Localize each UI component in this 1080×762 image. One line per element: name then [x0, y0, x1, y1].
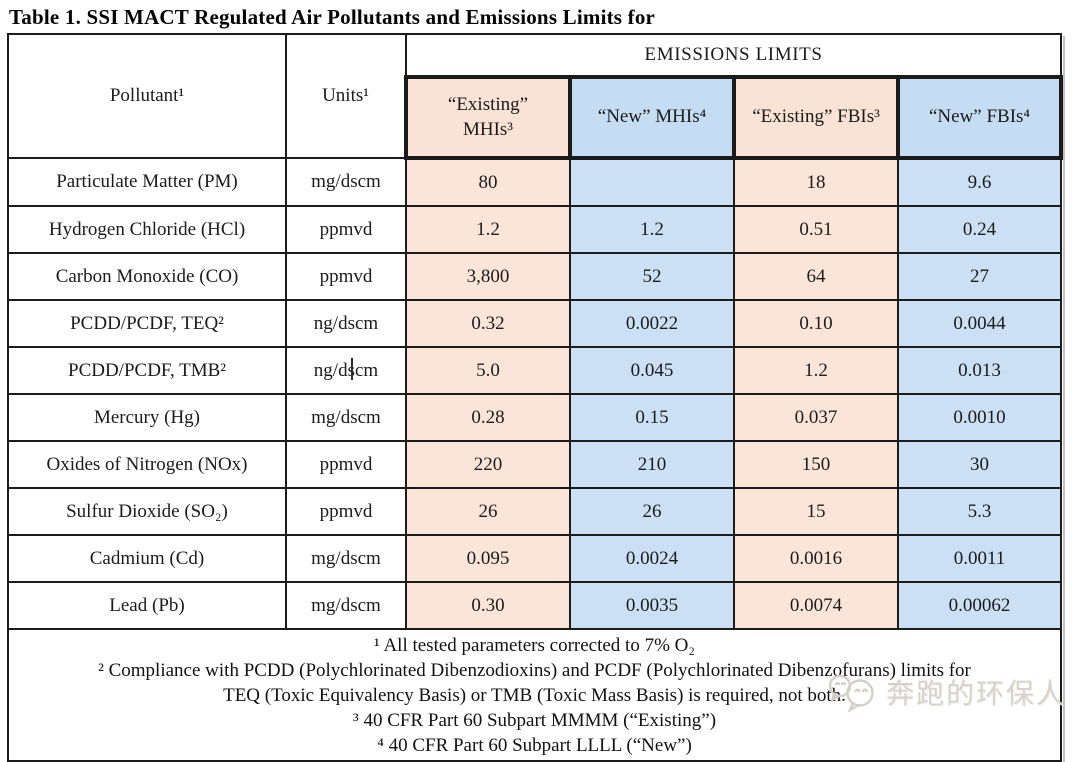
- cell-units: ng/dscm: [285, 346, 407, 395]
- cell-pollutant: Cadmium (Cd): [7, 534, 287, 583]
- cell-existing-mhi: 1.2: [405, 205, 571, 254]
- cell-units: ppmvd: [285, 252, 407, 301]
- cell-existing-mhi: 26: [405, 487, 571, 536]
- cell-new-fbi: 0.0011: [896, 534, 1063, 583]
- cell-existing-mhi: 0.28: [405, 393, 571, 442]
- cell-new-mhi: 1.2: [569, 205, 735, 254]
- cell-existing-fbi: 0.037: [733, 393, 899, 442]
- cell-existing-mhi: 0.32: [405, 299, 571, 348]
- header-existing-mhis: “Existing” MHIs³: [404, 75, 572, 160]
- table-title: Table 1. SSI MACT Regulated Air Pollutan…: [9, 5, 656, 29]
- table-body: Particulate Matter (PM) mg/dscm 80 18 9.6 Hyd…: [7, 157, 1063, 630]
- footnote-4: ⁴ 40 CFR Part 60 Subpart LLLL (“New”): [377, 734, 692, 756]
- cell-new-fbi: 5.3: [896, 487, 1063, 536]
- cell-pollutant: Lead (Pb): [7, 581, 287, 630]
- table-row: Particulate Matter (PM) mg/dscm 80 18 9.6: [7, 157, 1063, 207]
- table-row: PCDD/PCDF, TMB² ng/dscm 5.0 0.045 1.2 0.013: [7, 346, 1063, 395]
- header-units: Units¹: [285, 33, 407, 159]
- cell-pollutant: PCDD/PCDF, TEQ²: [7, 299, 287, 348]
- table-header: Pollutant¹ Units¹ EMISSIONS LIMITS “Exis…: [7, 33, 1064, 160]
- cell-new-fbi: 0.00062: [896, 581, 1063, 630]
- table-row: Lead (Pb) mg/dscm 0.30 0.0035 0.0074 0.00062: [7, 581, 1063, 630]
- cell-new-fbi: 30: [896, 440, 1063, 489]
- cell-new-fbi: 0.0044: [896, 299, 1063, 348]
- cell-existing-fbi: 18: [733, 157, 899, 207]
- header-existing-fbis: “Existing” FBIs³: [732, 75, 900, 160]
- cell-new-fbi: 0.013: [896, 346, 1063, 395]
- cell-existing-mhi: 80: [405, 157, 571, 207]
- header-pollutant: Pollutant¹: [7, 33, 287, 159]
- watermark-text: 奔跑的环保人: [885, 679, 1066, 710]
- cell-units: mg/dscm: [285, 581, 407, 630]
- cell-new-fbi: 27: [896, 252, 1063, 301]
- watermark: 奔跑的环保人: [827, 670, 1066, 714]
- cell-existing-fbi: 0.51: [733, 205, 899, 254]
- cell-new-mhi: 0.045: [569, 346, 735, 395]
- cell-new-mhi: [569, 157, 735, 207]
- table-row: Mercury (Hg) mg/dscm 0.28 0.15 0.037 0.0010: [7, 393, 1063, 442]
- cell-existing-fbi: 1.2: [733, 346, 899, 395]
- cell-new-mhi: 0.0035: [569, 581, 735, 630]
- cell-units: mg/dscm: [285, 157, 407, 207]
- cell-existing-fbi: 0.10: [733, 299, 899, 348]
- cell-pollutant: Sulfur Dioxide (SO₂): [7, 487, 287, 536]
- cell-units: ng/dscm: [285, 299, 407, 348]
- cell-new-mhi: 26: [569, 487, 735, 536]
- cell-pollutant: Oxides of Nitrogen (NOx): [7, 440, 287, 489]
- header-new-fbis: “New” FBIs⁴: [895, 75, 1064, 160]
- cell-new-fbi: 0.0010: [896, 393, 1063, 442]
- cell-existing-mhi: 3,800: [405, 252, 571, 301]
- cell-existing-fbi: 15: [733, 487, 899, 536]
- footnote-2: ² Compliance with PCDD (Polychlorinated …: [98, 659, 971, 706]
- cell-existing-mhi: 0.30: [405, 581, 571, 630]
- cell-new-mhi: 52: [569, 252, 735, 301]
- table-row: Cadmium (Cd) mg/dscm 0.095 0.0024 0.0016 0.00…: [7, 534, 1063, 583]
- cell-units: mg/dscm: [285, 393, 407, 442]
- table-row: Carbon Monoxide (CO) ppmvd 3,800 52 64 27: [7, 252, 1063, 301]
- cell-existing-fbi: 0.0074: [733, 581, 899, 630]
- cell-existing-mhi: 0.095: [405, 534, 571, 583]
- cell-existing-mhi: 5.0: [405, 346, 571, 395]
- cell-existing-fbi: 0.0016: [733, 534, 899, 583]
- footnotes-cell: ¹ All tested parameters corrected to 7% …: [6, 628, 1063, 762]
- table-row: Oxides of Nitrogen (NOx) ppmvd 220 210 150 30: [7, 440, 1063, 489]
- watermark-chat-bubbles-icon: [828, 674, 874, 712]
- table-row: Hydrogen Chloride (HCl) ppmvd 1.2 1.2 0.51 0.…: [7, 205, 1063, 254]
- cell-units: ppmvd: [285, 205, 407, 254]
- emissions-table: Pollutant¹ Units¹ EMISSIONS LIMITS “Exis…: [6, 33, 1064, 762]
- cell-existing-fbi: 64: [733, 252, 899, 301]
- cell-pollutant: Particulate Matter (PM): [7, 157, 287, 207]
- table-row: PCDD/PCDF, TEQ² ng/dscm 0.32 0.0022 0.10 0.00…: [7, 299, 1063, 348]
- cell-pollutant: Carbon Monoxide (CO): [7, 252, 287, 301]
- cell-pollutant: PCDD/PCDF, TMB²: [7, 346, 287, 395]
- footnote-3: ³ 40 CFR Part 60 Subpart MMMM (“Existing…: [353, 709, 717, 731]
- cell-new-fbi: 0.24: [896, 205, 1063, 254]
- cell-units: ppmvd: [285, 487, 407, 536]
- cell-new-mhi: 210: [569, 440, 735, 489]
- cell-existing-mhi: 220: [405, 440, 571, 489]
- cell-new-mhi: 0.0022: [569, 299, 735, 348]
- footnote-1: ¹ All tested parameters corrected to 7% …: [374, 634, 695, 656]
- header-new-mhis: “New” MHIs⁴: [568, 75, 736, 160]
- cell-pollutant: Hydrogen Chloride (HCl): [7, 205, 287, 254]
- cell-pollutant: Mercury (Hg): [7, 393, 287, 442]
- cell-existing-fbi: 150: [733, 440, 899, 489]
- cell-units: ppmvd: [285, 440, 407, 489]
- table-footnotes-section: ¹ All tested parameters corrected to 7% …: [6, 628, 1063, 762]
- cell-new-mhi: 0.0024: [569, 534, 735, 583]
- cell-new-fbi: 9.6: [896, 157, 1063, 207]
- cell-units: mg/dscm: [285, 534, 407, 583]
- cell-new-mhi: 0.15: [569, 393, 735, 442]
- header-emissions-limits: EMISSIONS LIMITS: [404, 33, 1063, 78]
- text-cursor: [350, 358, 353, 380]
- table-row: Sulfur Dioxide (SO₂) ppmvd 26 26 15 5.3: [7, 487, 1063, 536]
